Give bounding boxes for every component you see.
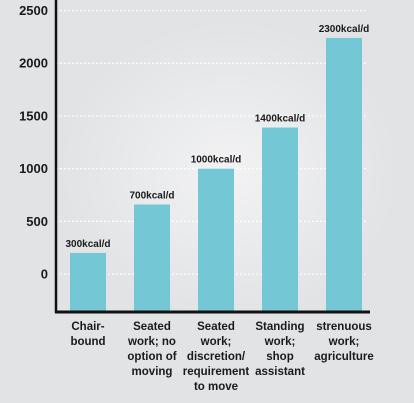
axis-layer — [54, 0, 370, 314]
data-label-2: 700kcal/d — [129, 190, 174, 201]
data-label-1: 300kcal/d — [65, 239, 110, 250]
bar-5 — [326, 37, 362, 312]
data-label-3: 1000kcal/d — [191, 155, 242, 166]
category-label-3: Seated work; discretion/requirement to move — [183, 321, 250, 393]
category-label-2: Seated work; no option of moving — [127, 321, 177, 378]
category-label-1: Chair-bound — [70, 321, 105, 348]
bar-3 — [198, 168, 234, 312]
y-tick-label-1000: 1000 — [19, 161, 48, 176]
y-tick-label-2000: 2000 — [19, 56, 48, 71]
category-label-4: Standing work; shop assistant — [255, 321, 305, 378]
bars-layer — [70, 37, 362, 312]
category-label-5: strenuous work; agriculture — [314, 321, 373, 363]
labels-layer: 0 500 1000 1500 2000 2500 300kcal/d Chair-bound… — [19, 3, 374, 393]
data-label-4: 1400kcal/d — [255, 114, 306, 125]
y-tick-label-2500: 2500 — [19, 3, 48, 18]
bar-4 — [262, 127, 298, 312]
y-tick-label-500: 500 — [26, 214, 48, 229]
bar-1 — [70, 252, 106, 312]
data-label-5: 2300kcal/d — [319, 24, 370, 35]
y-tick-label-0: 0 — [41, 267, 48, 282]
bar-2 — [134, 204, 170, 312]
y-tick-label-1500: 1500 — [19, 108, 48, 123]
